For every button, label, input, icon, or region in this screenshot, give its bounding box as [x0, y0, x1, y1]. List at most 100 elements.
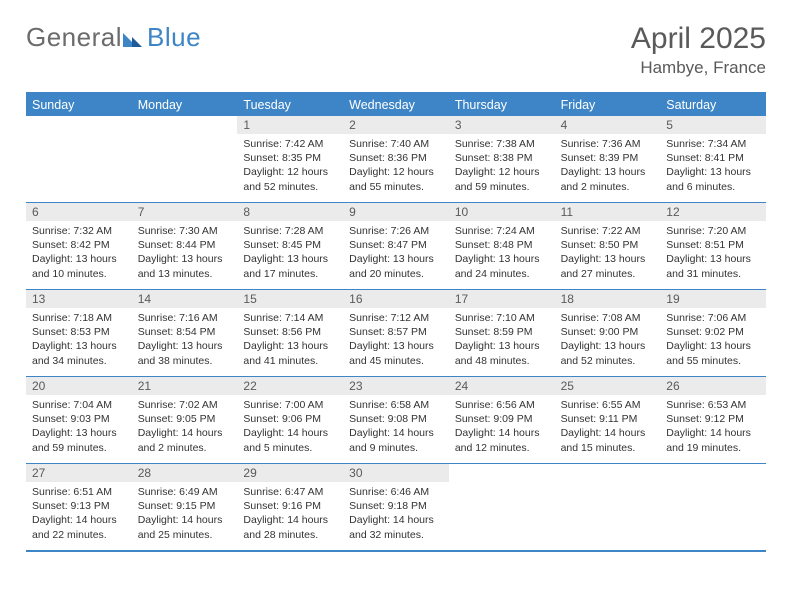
sunrise-text: Sunrise: 7:30 AM: [138, 224, 232, 238]
calendar-cell: 15Sunrise: 7:14 AMSunset: 8:56 PMDayligh…: [237, 290, 343, 376]
daylight-text: Daylight: 12 hours and 59 minutes.: [455, 165, 549, 193]
cell-body: Sunrise: 7:14 AMSunset: 8:56 PMDaylight:…: [237, 308, 343, 372]
cell-body: Sunrise: 7:18 AMSunset: 8:53 PMDaylight:…: [26, 308, 132, 372]
logo-triangle-icon: [123, 29, 145, 47]
calendar-cell: 10Sunrise: 7:24 AMSunset: 8:48 PMDayligh…: [449, 203, 555, 289]
daylight-text: Daylight: 12 hours and 55 minutes.: [349, 165, 443, 193]
day-number: [660, 464, 766, 468]
calendar-cell: 22Sunrise: 7:00 AMSunset: 9:06 PMDayligh…: [237, 377, 343, 463]
day-number: 18: [555, 290, 661, 308]
cell-body: Sunrise: 7:40 AMSunset: 8:36 PMDaylight:…: [343, 134, 449, 198]
day-number: 5: [660, 116, 766, 134]
sunset-text: Sunset: 8:35 PM: [243, 151, 337, 165]
sunrise-text: Sunrise: 6:49 AM: [138, 485, 232, 499]
cell-body: Sunrise: 7:32 AMSunset: 8:42 PMDaylight:…: [26, 221, 132, 285]
daylight-text: Daylight: 13 hours and 52 minutes.: [561, 339, 655, 367]
sunrise-text: Sunrise: 7:00 AM: [243, 398, 337, 412]
sunrise-text: Sunrise: 7:20 AM: [666, 224, 760, 238]
day-number: 21: [132, 377, 238, 395]
daylight-text: Daylight: 13 hours and 10 minutes.: [32, 252, 126, 280]
cell-body: Sunrise: 7:24 AMSunset: 8:48 PMDaylight:…: [449, 221, 555, 285]
sunset-text: Sunset: 9:09 PM: [455, 412, 549, 426]
daylight-text: Daylight: 14 hours and 28 minutes.: [243, 513, 337, 541]
calendar-cell: 27Sunrise: 6:51 AMSunset: 9:13 PMDayligh…: [26, 464, 132, 550]
daylight-text: Daylight: 13 hours and 6 minutes.: [666, 165, 760, 193]
daylight-text: Daylight: 13 hours and 20 minutes.: [349, 252, 443, 280]
calendar-cell: 21Sunrise: 7:02 AMSunset: 9:05 PMDayligh…: [132, 377, 238, 463]
daylight-text: Daylight: 14 hours and 32 minutes.: [349, 513, 443, 541]
day-number: 22: [237, 377, 343, 395]
cell-body: Sunrise: 7:06 AMSunset: 9:02 PMDaylight:…: [660, 308, 766, 372]
daylight-text: Daylight: 13 hours and 34 minutes.: [32, 339, 126, 367]
daylight-text: Daylight: 13 hours and 31 minutes.: [666, 252, 760, 280]
day-header-sat: Saturday: [660, 94, 766, 116]
page-header: GeneralBlue April 2025 Hambye, France: [26, 22, 766, 78]
calendar-cell: 30Sunrise: 6:46 AMSunset: 9:18 PMDayligh…: [343, 464, 449, 550]
sunrise-text: Sunrise: 7:42 AM: [243, 137, 337, 151]
cell-body: Sunrise: 7:08 AMSunset: 9:00 PMDaylight:…: [555, 308, 661, 372]
daylight-text: Daylight: 12 hours and 52 minutes.: [243, 165, 337, 193]
day-number: 27: [26, 464, 132, 482]
day-number: [26, 116, 132, 120]
daylight-text: Daylight: 14 hours and 12 minutes.: [455, 426, 549, 454]
cell-body: Sunrise: 7:04 AMSunset: 9:03 PMDaylight:…: [26, 395, 132, 459]
day-number: 3: [449, 116, 555, 134]
cell-body: Sunrise: 6:53 AMSunset: 9:12 PMDaylight:…: [660, 395, 766, 459]
brand-logo: GeneralBlue: [26, 22, 201, 53]
sunset-text: Sunset: 8:48 PM: [455, 238, 549, 252]
sunrise-text: Sunrise: 6:46 AM: [349, 485, 443, 499]
calendar-cell: 13Sunrise: 7:18 AMSunset: 8:53 PMDayligh…: [26, 290, 132, 376]
calendar-cell: 24Sunrise: 6:56 AMSunset: 9:09 PMDayligh…: [449, 377, 555, 463]
sunset-text: Sunset: 8:53 PM: [32, 325, 126, 339]
sunset-text: Sunset: 8:51 PM: [666, 238, 760, 252]
sunset-text: Sunset: 9:15 PM: [138, 499, 232, 513]
cell-body: Sunrise: 6:58 AMSunset: 9:08 PMDaylight:…: [343, 395, 449, 459]
sunrise-text: Sunrise: 6:55 AM: [561, 398, 655, 412]
location-subtitle: Hambye, France: [631, 58, 766, 78]
calendar-cell: 1Sunrise: 7:42 AMSunset: 8:35 PMDaylight…: [237, 116, 343, 202]
sunrise-text: Sunrise: 7:28 AM: [243, 224, 337, 238]
cell-body: Sunrise: 6:47 AMSunset: 9:16 PMDaylight:…: [237, 482, 343, 546]
daylight-text: Daylight: 14 hours and 5 minutes.: [243, 426, 337, 454]
cell-body: Sunrise: 7:22 AMSunset: 8:50 PMDaylight:…: [555, 221, 661, 285]
daylight-text: Daylight: 14 hours and 25 minutes.: [138, 513, 232, 541]
calendar-week-row: 20Sunrise: 7:04 AMSunset: 9:03 PMDayligh…: [26, 376, 766, 463]
sunset-text: Sunset: 8:39 PM: [561, 151, 655, 165]
day-header-sun: Sunday: [26, 94, 132, 116]
cell-body: Sunrise: 7:34 AMSunset: 8:41 PMDaylight:…: [660, 134, 766, 198]
cell-body: Sunrise: 7:42 AMSunset: 8:35 PMDaylight:…: [237, 134, 343, 198]
day-number: 9: [343, 203, 449, 221]
day-number: 12: [660, 203, 766, 221]
title-block: April 2025 Hambye, France: [631, 22, 766, 78]
calendar-cell: 7Sunrise: 7:30 AMSunset: 8:44 PMDaylight…: [132, 203, 238, 289]
calendar-cell: 18Sunrise: 7:08 AMSunset: 9:00 PMDayligh…: [555, 290, 661, 376]
calendar-week-row: 13Sunrise: 7:18 AMSunset: 8:53 PMDayligh…: [26, 289, 766, 376]
cell-body: Sunrise: 7:16 AMSunset: 8:54 PMDaylight:…: [132, 308, 238, 372]
day-number: 4: [555, 116, 661, 134]
day-number: 24: [449, 377, 555, 395]
calendar-cell: 25Sunrise: 6:55 AMSunset: 9:11 PMDayligh…: [555, 377, 661, 463]
day-header-row: Sunday Monday Tuesday Wednesday Thursday…: [26, 94, 766, 116]
sunset-text: Sunset: 9:00 PM: [561, 325, 655, 339]
cell-body: Sunrise: 7:26 AMSunset: 8:47 PMDaylight:…: [343, 221, 449, 285]
sunset-text: Sunset: 8:36 PM: [349, 151, 443, 165]
sunset-text: Sunset: 9:13 PM: [32, 499, 126, 513]
sunrise-text: Sunrise: 6:47 AM: [243, 485, 337, 499]
calendar-cell: 20Sunrise: 7:04 AMSunset: 9:03 PMDayligh…: [26, 377, 132, 463]
sunrise-text: Sunrise: 7:36 AM: [561, 137, 655, 151]
calendar-cell: 17Sunrise: 7:10 AMSunset: 8:59 PMDayligh…: [449, 290, 555, 376]
day-header-tue: Tuesday: [237, 94, 343, 116]
sunrise-text: Sunrise: 7:16 AM: [138, 311, 232, 325]
day-number: 26: [660, 377, 766, 395]
sunrise-text: Sunrise: 7:02 AM: [138, 398, 232, 412]
sunset-text: Sunset: 9:11 PM: [561, 412, 655, 426]
cell-body: Sunrise: 7:30 AMSunset: 8:44 PMDaylight:…: [132, 221, 238, 285]
day-number: 7: [132, 203, 238, 221]
sunset-text: Sunset: 8:38 PM: [455, 151, 549, 165]
sunset-text: Sunset: 9:18 PM: [349, 499, 443, 513]
day-number: 16: [343, 290, 449, 308]
daylight-text: Daylight: 13 hours and 59 minutes.: [32, 426, 126, 454]
sunset-text: Sunset: 8:45 PM: [243, 238, 337, 252]
daylight-text: Daylight: 14 hours and 9 minutes.: [349, 426, 443, 454]
daylight-text: Daylight: 13 hours and 2 minutes.: [561, 165, 655, 193]
